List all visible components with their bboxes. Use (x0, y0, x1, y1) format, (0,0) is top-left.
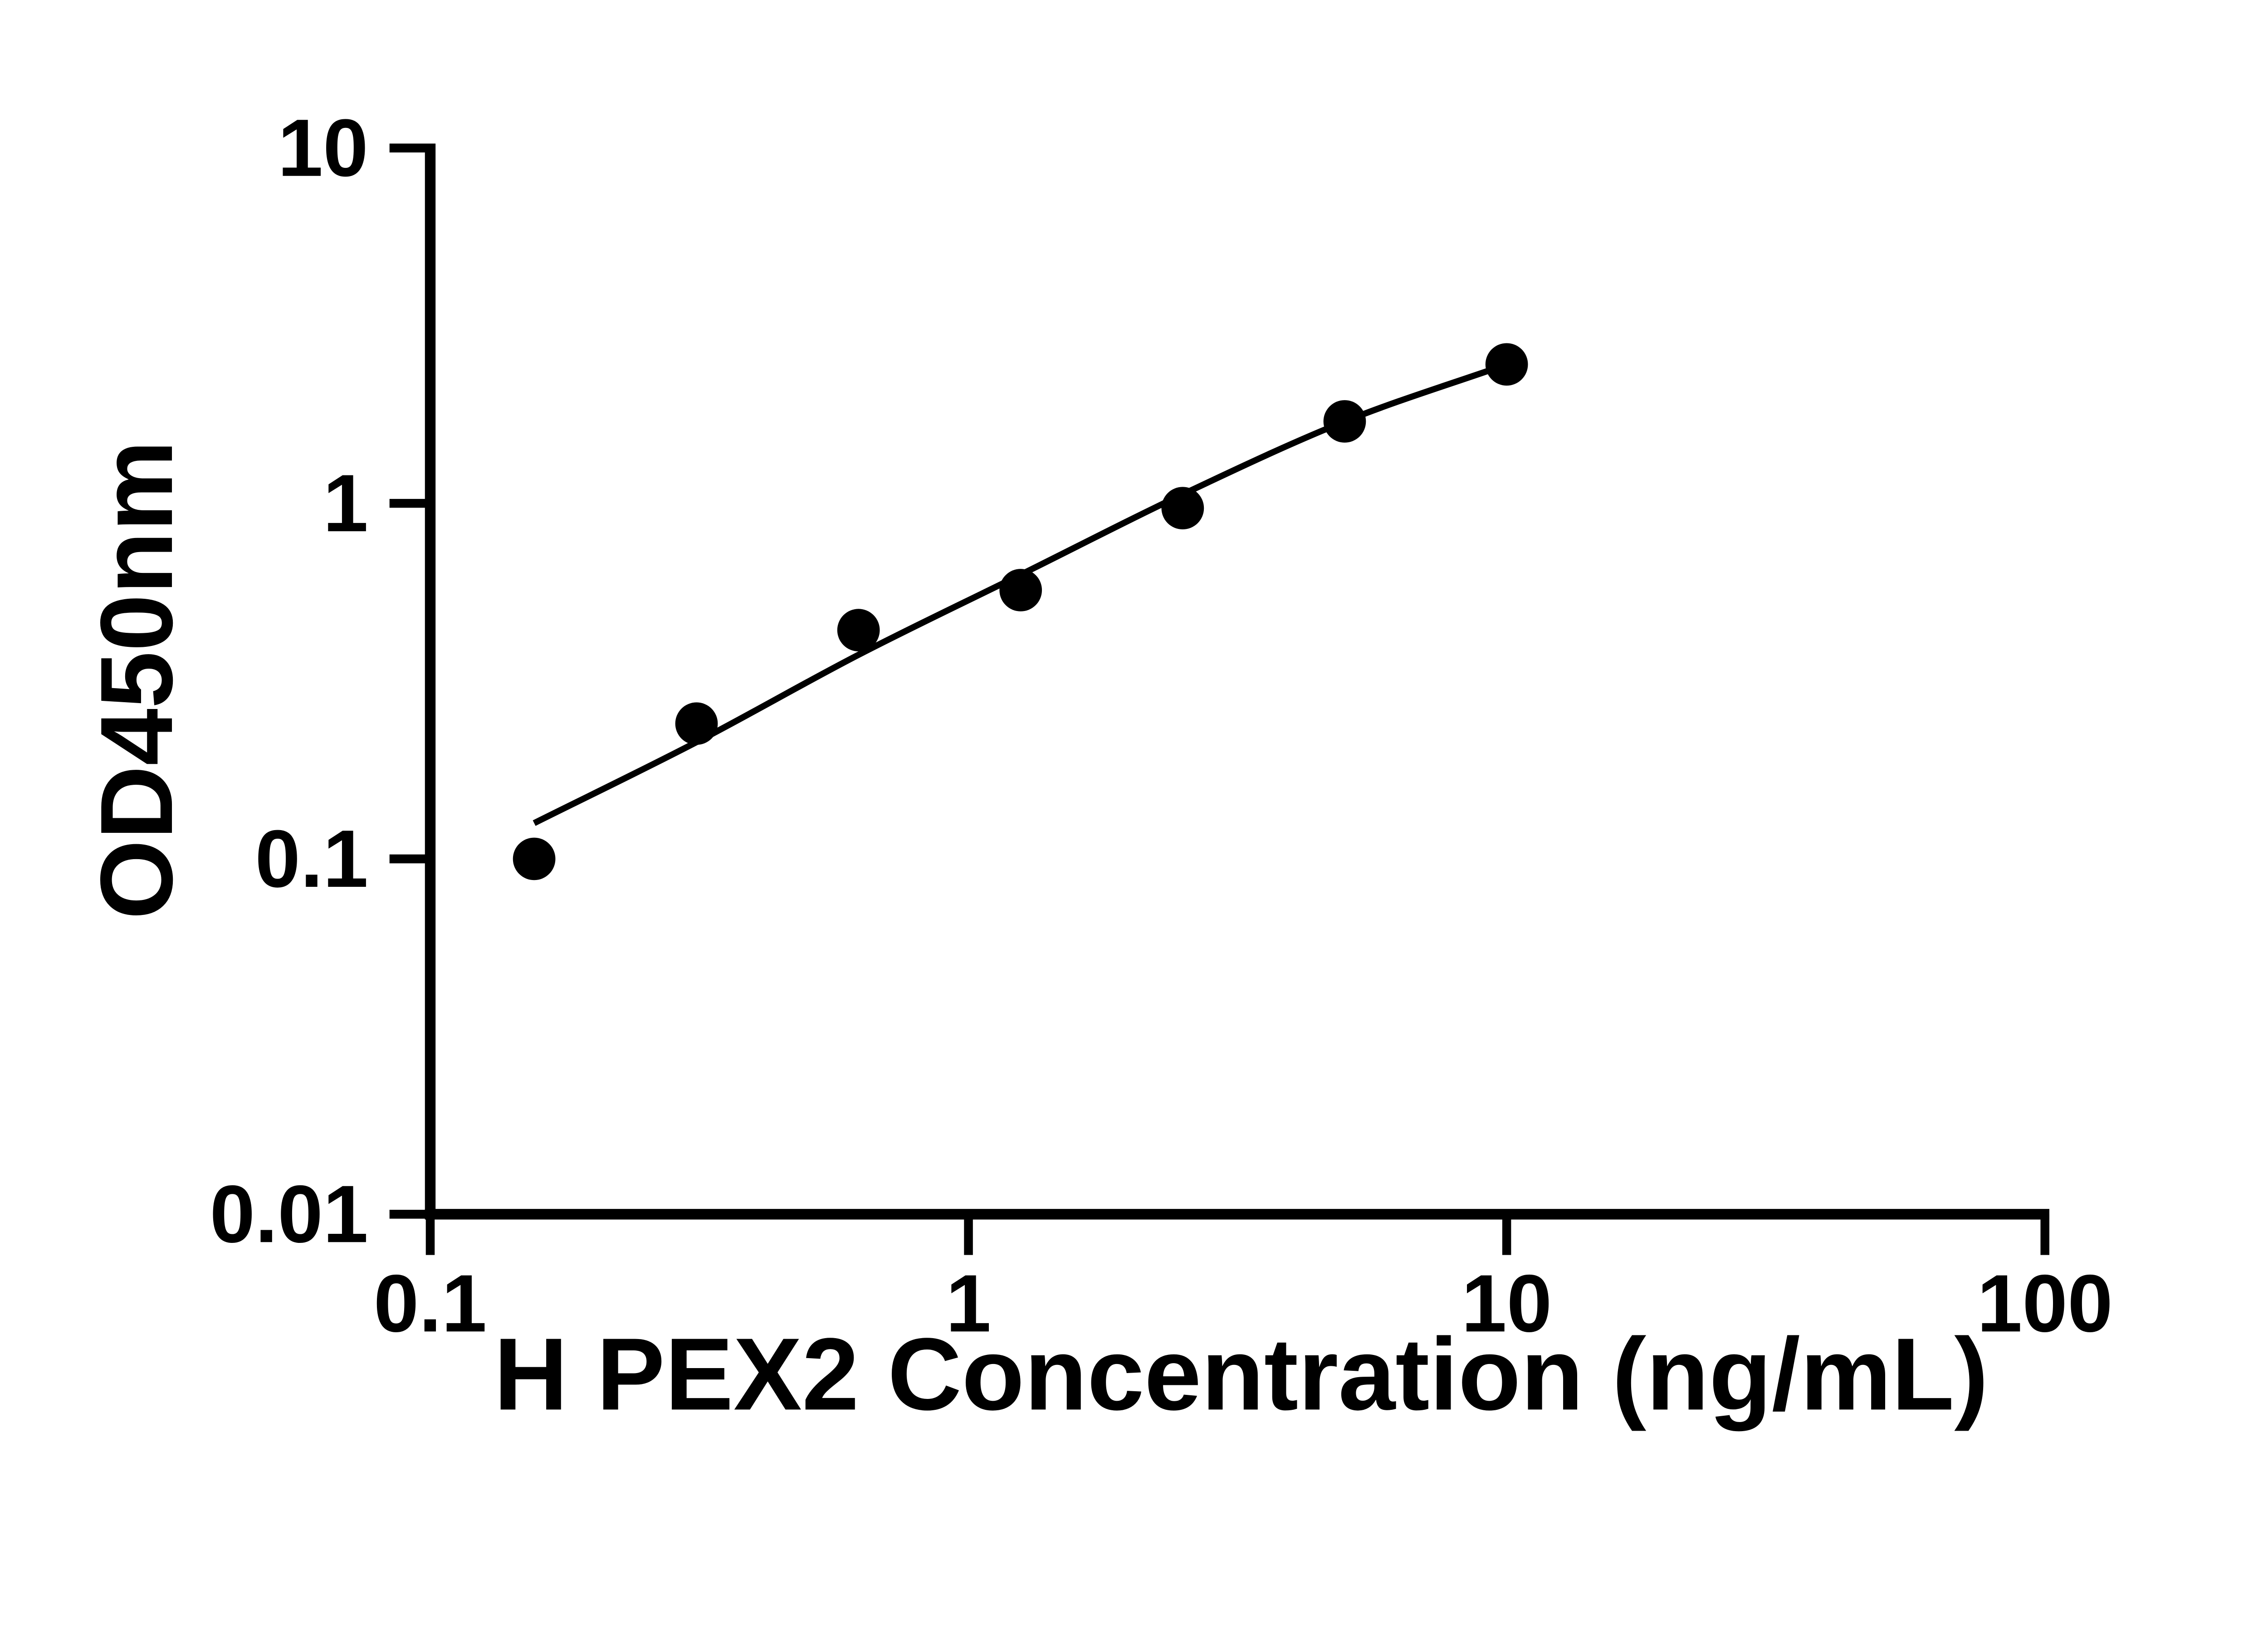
y-tick-label-0.1: 0.1 (255, 813, 368, 905)
data-point-layer (513, 343, 1528, 880)
axes-layer (389, 143, 2049, 1255)
y-tick-label-10: 10 (278, 103, 368, 194)
x-axis-title: H PEX2 Concentration (ng/mL) (494, 1316, 1989, 1431)
x-tick-label-10: 10 (1461, 1258, 1552, 1349)
data-point-6 (1323, 400, 1366, 443)
data-point-5 (1161, 487, 1204, 530)
elisa-standard-curve-figure: 10 1 0.1 0.01 0.1 1 10 100 H PEX2 Concentration… (79, 102, 2113, 1432)
data-point-3 (837, 609, 880, 651)
x-tick-label-0.1: 0.1 (374, 1258, 487, 1349)
x-tick-label-1: 1 (946, 1258, 991, 1349)
data-point-1 (513, 837, 556, 880)
y-tick-label-0.01: 0.01 (210, 1169, 368, 1260)
data-point-7 (1485, 343, 1528, 386)
y-axis-title: OD450nm (79, 440, 194, 919)
data-point-4 (999, 569, 1042, 611)
x-tick-label-100: 100 (1977, 1258, 2113, 1349)
y-tick-label-1: 1 (323, 458, 368, 549)
data-point-2 (675, 702, 718, 745)
